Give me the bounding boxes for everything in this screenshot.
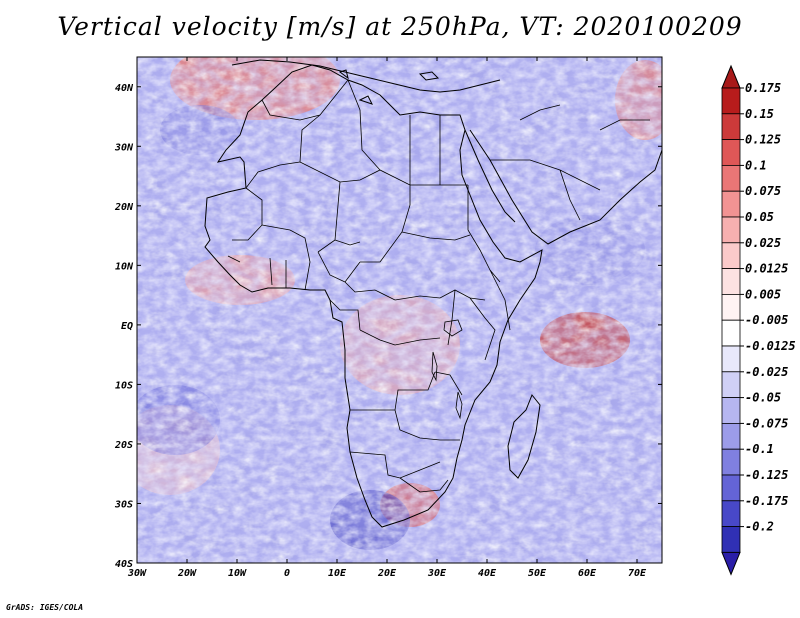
longitude-axis: 30W 20W 10W 0 10E 20E 30E 40E 50E 60E 70E	[127, 57, 647, 579]
lat-tick-label: 20S	[114, 440, 133, 451]
colorbar-swatch	[721, 345, 741, 373]
colorbar-swatch	[721, 113, 741, 141]
lake-malawi	[455, 391, 463, 420]
colorbar-label: -0.0125	[745, 339, 796, 353]
madagascar-coastline	[507, 394, 541, 479]
page-title: Vertical velocity [m/s] at 250hPa, VT: 2…	[57, 12, 743, 41]
political-borders	[227, 79, 650, 493]
lat-tick-label: 30N	[114, 142, 134, 153]
colorbar-label: -0.05	[745, 391, 781, 405]
arabia-coastline	[469, 129, 662, 245]
colorbar-label: 0.15	[745, 107, 774, 121]
lat-tick-label: 20N	[114, 202, 134, 213]
lon-tick-label: 70E	[628, 568, 647, 579]
lat-tick-label: 30S	[114, 499, 133, 510]
colorbar-swatch	[721, 474, 741, 502]
colorbar-swatch	[721, 242, 741, 270]
colorbar-swatch	[721, 371, 741, 398]
colorbar-swatch	[721, 526, 741, 553]
colorbar-swatch	[721, 268, 741, 295]
mediterranean-islands	[338, 69, 440, 105]
red-sea-coast	[464, 129, 516, 223]
colorbar-label: 0.125	[745, 133, 781, 147]
colorbar-label: 0.075	[745, 184, 781, 198]
colorbar-label: 0.025	[745, 236, 781, 250]
europe-coastline	[231, 59, 501, 93]
colorbar-swatch	[721, 216, 741, 244]
map-plot-area	[137, 57, 662, 563]
lon-tick-label: 10W	[228, 568, 247, 579]
lat-tick-label: 10N	[115, 261, 134, 272]
lon-tick-label: 30E	[427, 568, 447, 579]
border-central-africa	[317, 231, 486, 346]
colorbar-swatch	[721, 293, 741, 321]
colorbar-label: -0.175	[745, 494, 788, 508]
lat-tick-label: 40S	[115, 559, 133, 570]
colorbar-swatch	[721, 87, 741, 115]
colorbar-swatch	[721, 139, 741, 166]
lake-tanganyika	[431, 351, 438, 382]
coarse-scale-noise	[137, 57, 662, 563]
map-frame	[136, 56, 663, 564]
lat-tick-label: EQ	[121, 321, 133, 332]
lon-tick-label: 20W	[177, 568, 197, 579]
colorbar-label: -0.125	[745, 468, 788, 482]
africa-coastline	[204, 64, 543, 528]
colorbar-swatch	[721, 397, 741, 424]
colorbar-swatch	[721, 500, 741, 527]
colorbar-top-arrow	[721, 64, 741, 89]
border-west-africa	[227, 161, 311, 291]
border-arabia	[490, 104, 650, 221]
colorbar-label: -0.1	[745, 442, 774, 456]
colorbar: 0.175 0.15 0.125 0.1 0.075 0.05 0.025 0.0125 0.0…	[721, 64, 796, 576]
lon-tick-label: 10E	[328, 568, 347, 579]
lon-tick-label: 0	[284, 568, 290, 579]
border-east-africa	[447, 185, 511, 361]
colorbar-bottom-arrow	[721, 551, 741, 576]
border-southern-africa	[349, 371, 463, 493]
lon-tick-label: 20E	[377, 568, 397, 579]
lon-tick-label: 60E	[578, 568, 597, 579]
lon-tick-label: 30W	[127, 568, 147, 579]
colorbar-label: 0.005	[745, 287, 781, 301]
coastlines-and-borders	[204, 59, 662, 528]
colorbar-label: -0.075	[745, 416, 788, 430]
lat-tick-label: 40N	[115, 83, 134, 94]
colorbar-swatch	[721, 164, 741, 192]
colorbar-label: 0.1	[745, 158, 767, 172]
colorbar-swatch	[721, 448, 741, 476]
colorbar-label: -0.005	[745, 313, 788, 327]
lake-victoria	[443, 319, 463, 337]
colorbar-swatch	[721, 319, 741, 347]
lon-tick-label: 50E	[528, 568, 547, 579]
border-north-africa	[261, 79, 441, 185]
colorbar-label: -0.025	[745, 365, 788, 379]
colorbar-swatch	[721, 422, 741, 450]
latitude-axis: 40N 30N 20N 10N EQ 10S 20S 30S 40S	[114, 83, 662, 570]
colorbar-label: 0.175	[745, 81, 781, 95]
footer-credit: GrADS: IGES/COLA	[6, 603, 84, 612]
colorbar-label: 0.0125	[745, 262, 788, 276]
colorbar-swatch	[721, 190, 741, 218]
border-sahara	[299, 114, 468, 263]
colorbar-label: -0.2	[745, 520, 774, 534]
colorbar-label: 0.05	[745, 210, 774, 224]
lat-tick-label: 10S	[115, 380, 133, 391]
lon-tick-label: 40E	[478, 568, 497, 579]
